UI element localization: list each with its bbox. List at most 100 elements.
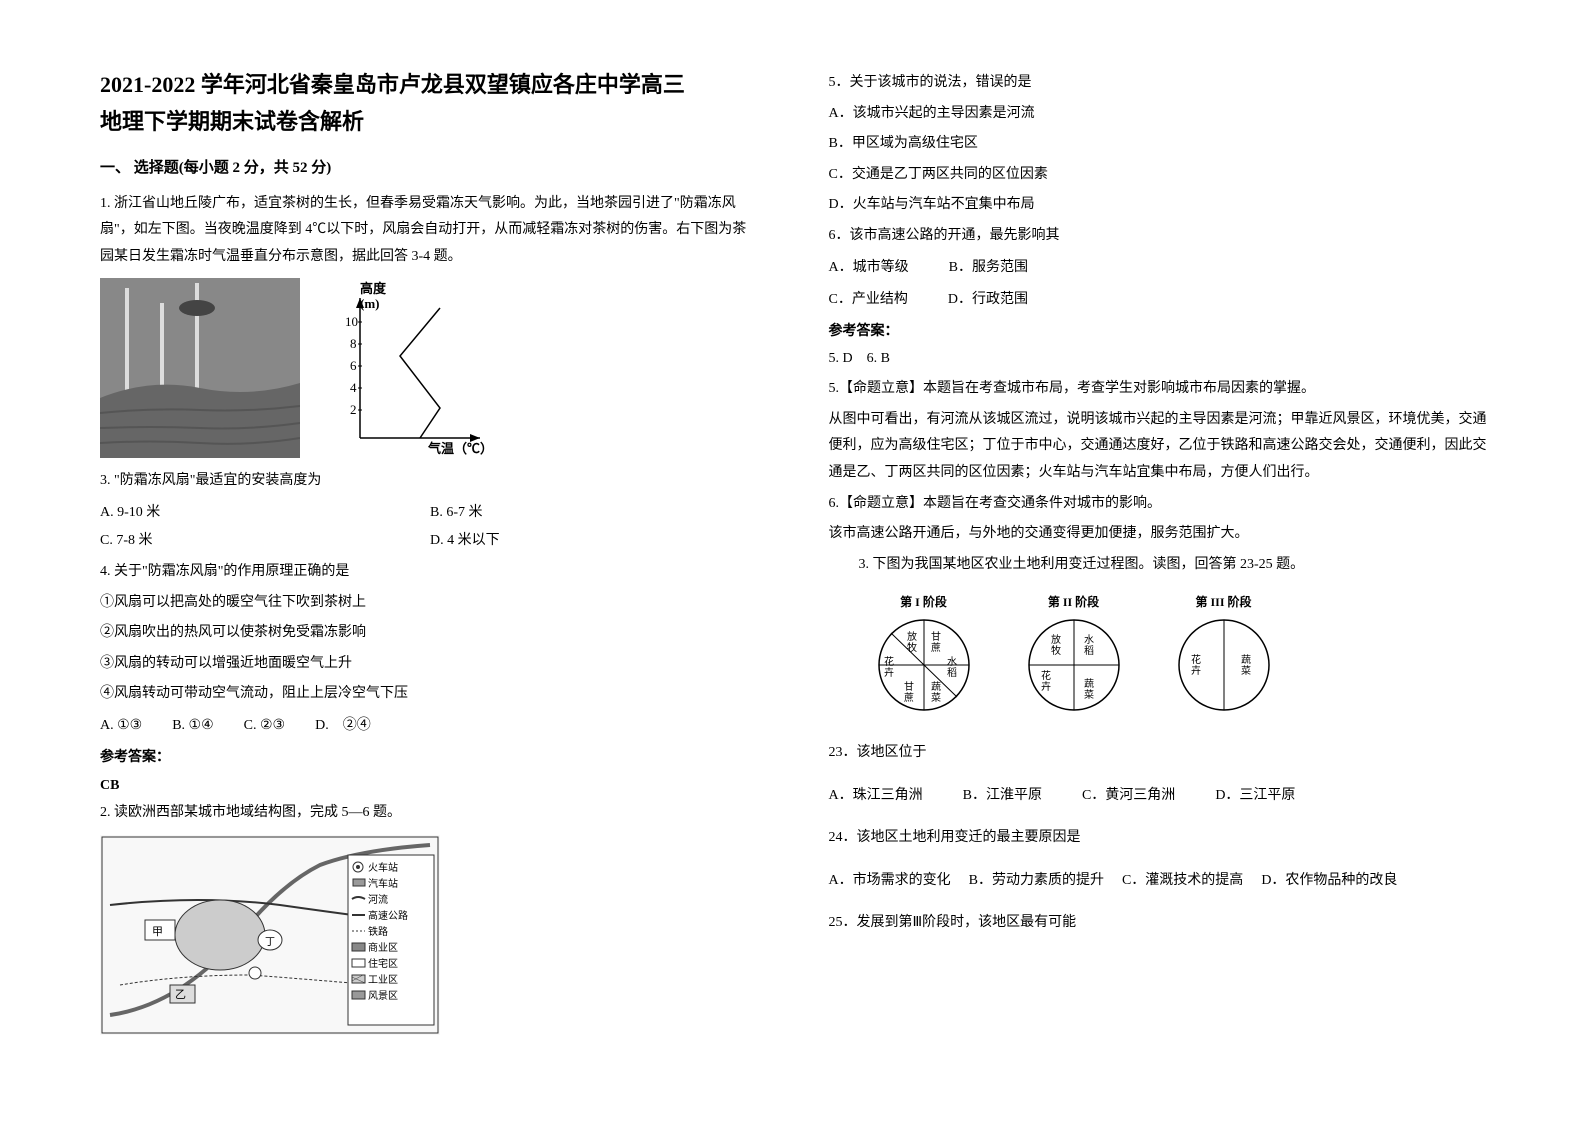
exp6: 该市高速公路开通后，与外地的交通变得更加便捷，服务范围扩大。	[829, 521, 1488, 548]
svg-text:水: 水	[947, 656, 957, 668]
svg-text:菜: 菜	[1084, 689, 1094, 701]
svg-text:花: 花	[884, 655, 894, 668]
tea-farm-photo	[100, 278, 300, 458]
svg-text:高速公路: 高速公路	[368, 909, 408, 922]
q2-intro: 2. 读欧洲西部某城市地域结构图，完成 5—6 题。	[100, 800, 759, 827]
svg-text:蔬: 蔬	[1241, 654, 1251, 666]
svg-text:牧: 牧	[907, 641, 917, 654]
q23-text: 23．该地区位于	[829, 740, 1488, 767]
q3-opt-d: D. 4 米以下	[430, 527, 570, 555]
q3-opt-b: B. 6-7 米	[430, 499, 570, 527]
q23-opt-c: C．黄河三角洲	[1082, 782, 1175, 810]
svg-text:住宅区: 住宅区	[368, 957, 398, 970]
svg-text:10: 10	[345, 314, 358, 329]
q3-text: 3. "防霜冻风扇"最适宜的安装高度为	[100, 468, 759, 495]
svg-text:火车站: 火车站	[368, 861, 398, 874]
q5-opt-d: D．火车站与汽车站不宜集中布局	[829, 192, 1488, 219]
q23-options: A．珠江三角洲 B．江淮平原 C．黄河三角洲 D．三江平原	[829, 782, 1488, 810]
q23-opt-b: B．江淮平原	[963, 782, 1042, 810]
q3-intro: 3. 下图为我国某地区农业土地利用变迁过程图。读图，回答第 23-25 题。	[859, 552, 1488, 579]
svg-text:甘: 甘	[904, 680, 914, 693]
q2-answer-label: 参考答案：	[829, 318, 1488, 346]
svg-text:4: 4	[350, 380, 357, 395]
exp6-title: 6.【命题立意】本题旨在考查交通条件对城市的影响。	[829, 491, 1488, 518]
svg-text:菜: 菜	[1241, 665, 1251, 677]
svg-text:汽车站: 汽车站	[368, 877, 398, 890]
right-column: 5．关于该城市的说法，错误的是 A．该城市兴起的主导因素是河流 B．甲区域为高级…	[829, 70, 1488, 1052]
q24-opt-d: D．农作物品种的改良	[1261, 867, 1397, 895]
q24-options: A．市场需求的变化 B．劳动力素质的提升 C．灌溉技术的提高 D．农作物品种的改…	[829, 867, 1488, 895]
q24-text: 24．该地区土地利用变迁的最主要原因是	[829, 825, 1488, 852]
q1-intro: 1. 浙江省山地丘陵广布，适宜茶树的生长，但春季易受霜冻天气影响。为此，当地茶园…	[100, 191, 759, 271]
q24-opt-c: C．灌溉技术的提高	[1122, 867, 1243, 895]
q6-opt-d: D．行政范围	[948, 286, 1028, 314]
svg-text:水: 水	[1084, 634, 1094, 646]
q4-text: 4. 关于"防霜冻风扇"的作用原理正确的是	[100, 559, 759, 586]
pie-stage-1: 第 I 阶段 放牧 甘蔗 水稻 花卉 甘蔗 蔬菜	[869, 593, 979, 720]
svg-text:卉: 卉	[884, 666, 894, 679]
q6-text: 6．该市高速公路的开通，最先影响其	[829, 223, 1488, 250]
q5-text: 5．关于该城市的说法，错误的是	[829, 70, 1488, 97]
svg-text:乙: 乙	[175, 988, 186, 1001]
q5-opt-b: B．甲区域为高级住宅区	[829, 131, 1488, 158]
graph-xlabel: 气温（℃）	[428, 441, 490, 456]
svg-text:牧: 牧	[1051, 644, 1061, 657]
q4-opt-b: B. ①④	[172, 712, 213, 740]
svg-text:8: 8	[350, 336, 357, 351]
q4-opt-a: A. ①③	[100, 712, 142, 740]
graph-ylabel: 高度	[360, 281, 387, 296]
q6-options-row2: C．产业结构 D．行政范围	[829, 286, 1488, 314]
stage1-label: 第 I 阶段	[869, 593, 979, 610]
svg-text:菜: 菜	[931, 692, 941, 704]
svg-text:放: 放	[1051, 633, 1061, 646]
pie-stage-3: 第 III 阶段 花卉 蔬菜	[1169, 593, 1279, 720]
svg-text:(m): (m)	[360, 296, 380, 311]
q1-answer: CB	[100, 772, 759, 800]
svg-text:稻: 稻	[947, 667, 957, 679]
q4-opt-d: D. ②④	[315, 712, 371, 740]
svg-text:2: 2	[350, 402, 357, 417]
pie-charts: 第 I 阶段 放牧 甘蔗 水稻 花卉 甘蔗 蔬菜 第 II 阶段 放牧	[869, 593, 1488, 720]
stage2-label: 第 II 阶段	[1019, 593, 1129, 610]
q2-answer: 5. D 6. B	[829, 346, 1488, 373]
svg-text:蔬: 蔬	[931, 681, 941, 693]
svg-text:花: 花	[1041, 669, 1051, 682]
stage3-label: 第 III 阶段	[1169, 593, 1279, 610]
q6-opt-c: C．产业结构	[829, 286, 908, 314]
q4-options: A. ①③ B. ①④ C. ②③ D. ②④	[100, 712, 759, 740]
svg-text:铁路: 铁路	[368, 925, 388, 938]
q1-answer-label: 参考答案：	[100, 744, 759, 772]
q3-opt-c: C. 7-8 米	[100, 527, 390, 555]
q23-opt-d: D．三江平原	[1215, 782, 1295, 810]
q4-opt-c: C. ②③	[244, 712, 285, 740]
q5-opt-c: C．交通是乙丁两区共同的区位因素	[829, 162, 1488, 189]
q6-opt-b: B．服务范围	[949, 254, 1028, 282]
svg-text:稻: 稻	[1084, 645, 1094, 657]
q3-options: A. 9-10 米 B. 6-7 米 C. 7-8 米 D. 4 米以下	[100, 499, 759, 555]
q6-options-row1: A．城市等级 B．服务范围	[829, 254, 1488, 282]
exp5-title: 5.【命题立意】本题旨在考查城市布局，考查学生对影响城市布局因素的掌握。	[829, 376, 1488, 403]
q4-s1: ①风扇可以把高处的暖空气往下吹到茶树上	[100, 590, 759, 617]
left-column: 2021-2022 学年河北省秦皇岛市卢龙县双望镇应各庄中学高三 地理下学期期末…	[100, 70, 759, 1052]
svg-text:河流: 河流	[368, 893, 388, 906]
city-map: 甲 丁 乙 火车站 汽车站 河流 高速公路 铁路 商业区 住宅区 工业	[100, 835, 440, 1035]
exam-title: 2021-2022 学年河北省秦皇岛市卢龙县双望镇应各庄中学高三	[100, 70, 759, 101]
q4-s2: ②风扇吹出的热风可以使茶树免受霜冻影响	[100, 620, 759, 647]
svg-text:卉: 卉	[1191, 664, 1201, 677]
q4-s3: ③风扇的转动可以增强近地面暖空气上升	[100, 651, 759, 678]
temp-height-graph: 高度 (m) 10 8 6 4 2 气温（℃）	[310, 278, 490, 458]
svg-text:蔗: 蔗	[931, 642, 941, 654]
pie-stage-2: 第 II 阶段 放牧 水稻 花卉 蔬菜	[1019, 593, 1129, 720]
q6-opt-a: A．城市等级	[829, 254, 909, 282]
svg-text:丁: 丁	[265, 937, 275, 948]
q4-s4: ④风扇转动可带动空气流动，阻止上层冷空气下压	[100, 681, 759, 708]
svg-text:工业区: 工业区	[368, 974, 398, 986]
q24-opt-b: B．劳动力素质的提升	[969, 867, 1104, 895]
svg-text:花: 花	[1191, 653, 1201, 666]
svg-text:商业区: 商业区	[368, 941, 398, 954]
q5-opt-a: A．该城市兴起的主导因素是河流	[829, 101, 1488, 128]
exam-subtitle: 地理下学期期末试卷含解析	[100, 107, 759, 138]
exp5: 从图中可看出，有河流从该城区流过，说明该城市兴起的主导因素是河流；甲靠近风景区，…	[829, 407, 1488, 487]
q24-opt-a: A．市场需求的变化	[829, 867, 951, 895]
svg-text:蔗: 蔗	[904, 692, 914, 704]
